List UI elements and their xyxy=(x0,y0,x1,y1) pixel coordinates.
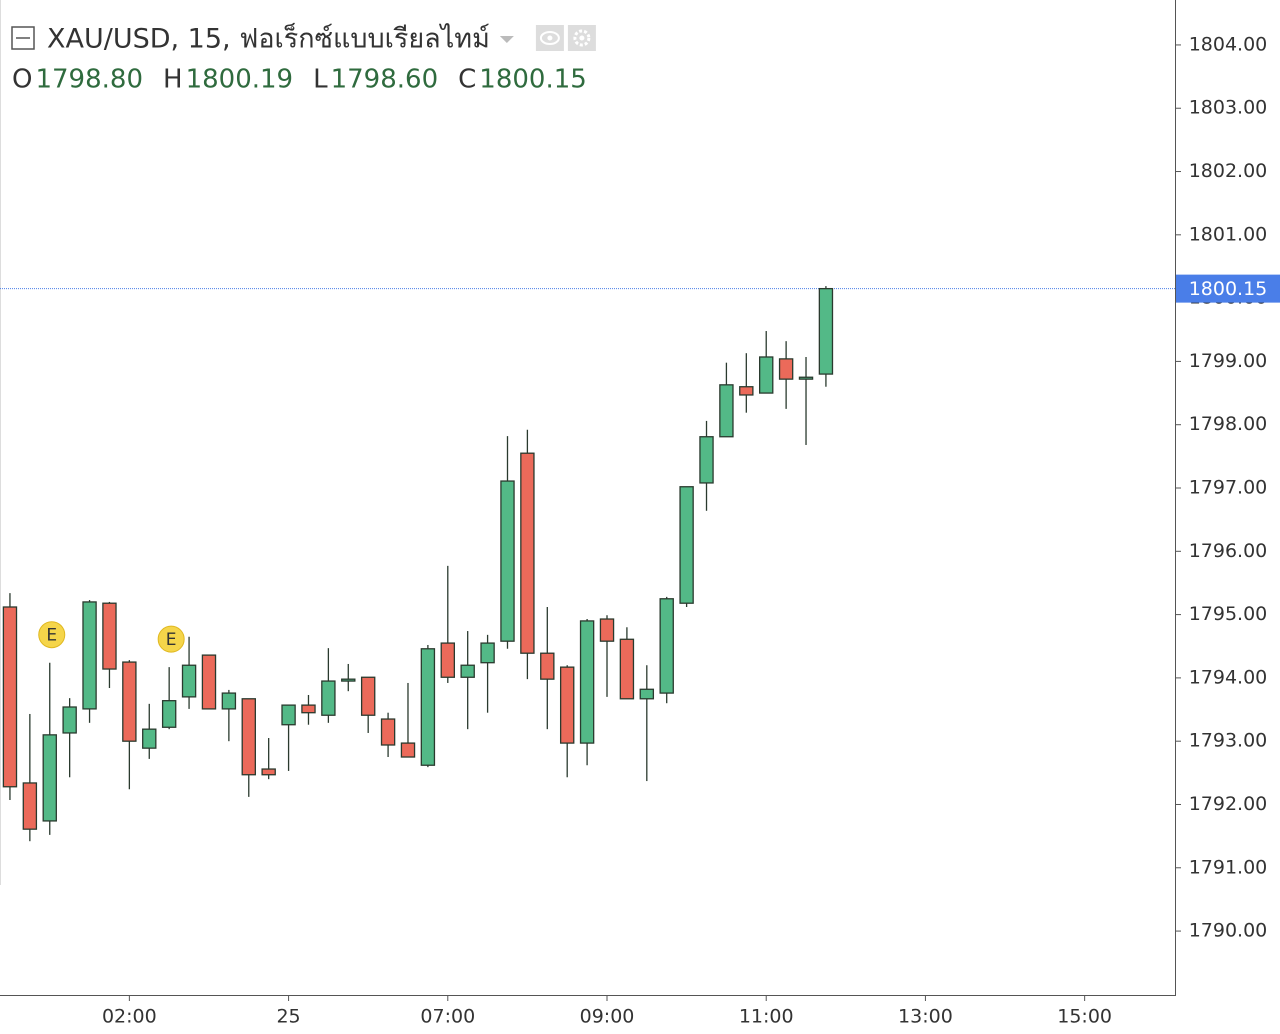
candle-body xyxy=(82,601,97,710)
candle-body xyxy=(102,602,117,670)
header-icons xyxy=(535,25,596,51)
y-tick-label: 1799.00 xyxy=(1189,350,1268,372)
x-tick-label: 15:00 xyxy=(1057,1006,1112,1028)
ohlc-key: O xyxy=(12,65,32,95)
candle-body xyxy=(440,642,456,678)
candle-body xyxy=(2,606,18,788)
candle-body xyxy=(480,642,495,664)
candle-body xyxy=(798,376,814,380)
gear-icon xyxy=(573,29,591,47)
candle-body xyxy=(719,384,734,438)
candle-body xyxy=(520,452,535,654)
candle-body xyxy=(22,782,38,830)
legend-header: XAU/USD, 15, ฟอเร็กซ์แบบเรียลไทม์ O 1798.… xyxy=(11,21,596,95)
x-tick-label: 25 xyxy=(276,1006,300,1028)
candle-body xyxy=(679,486,694,604)
x-tick-label: 07:00 xyxy=(420,1006,475,1028)
ohlc-value: 1798.60 xyxy=(331,65,439,95)
event-marker xyxy=(157,625,185,653)
candle-body xyxy=(599,618,615,642)
candle-body xyxy=(62,706,77,734)
candle-body xyxy=(341,678,356,682)
ohlc-key: L xyxy=(313,65,328,95)
candle-body xyxy=(181,664,197,698)
candle-body xyxy=(261,768,276,776)
last-price-label: 1800.15 xyxy=(1189,278,1268,300)
candle-body xyxy=(579,620,595,744)
collapse-toggle[interactable] xyxy=(11,26,35,50)
candle-body xyxy=(281,704,296,726)
candle-body xyxy=(619,638,635,700)
candle-body xyxy=(221,692,237,710)
candle-body xyxy=(739,386,754,396)
candle-body xyxy=(201,654,217,710)
candle-body xyxy=(122,661,137,742)
y-tick-label: 1792.00 xyxy=(1189,793,1268,815)
y-tick-label: 1790.00 xyxy=(1189,920,1268,942)
candle-body xyxy=(42,734,57,822)
x-tick-label: 13:00 xyxy=(898,1006,953,1028)
y-tick-label: 1801.00 xyxy=(1189,223,1268,245)
event-marker xyxy=(38,621,66,649)
x-tick-label: 02:00 xyxy=(102,1006,157,1028)
gear-center xyxy=(579,35,585,41)
ohlc-key: C xyxy=(458,65,476,95)
candle-body xyxy=(659,598,674,694)
last-price-box xyxy=(1176,274,1280,303)
candle-body xyxy=(460,664,475,678)
ohlc-value: 1798.80 xyxy=(35,65,143,95)
x-tick-label: 11:00 xyxy=(739,1006,794,1028)
candle-body xyxy=(360,676,376,716)
candle-body xyxy=(400,742,416,758)
candle-body xyxy=(301,704,316,714)
y-tick-label: 1798.00 xyxy=(1189,413,1268,435)
candle-body xyxy=(380,718,396,746)
y-tick-label: 1795.00 xyxy=(1189,603,1268,625)
y-tick-label: 1796.00 xyxy=(1189,540,1268,562)
y-tick-label: 1797.00 xyxy=(1189,477,1268,499)
x-tick-label: 09:00 xyxy=(580,1006,635,1028)
eye-icon xyxy=(539,31,560,45)
y-tick-label: 1803.00 xyxy=(1189,97,1268,119)
y-tick-label: 1793.00 xyxy=(1189,730,1268,752)
ohlc-value: 1800.19 xyxy=(186,65,294,95)
candle-body xyxy=(759,356,774,394)
candle-body xyxy=(142,728,157,749)
candle-body xyxy=(420,648,436,766)
candle-body xyxy=(500,480,515,642)
candle-body xyxy=(321,680,336,716)
candle-body xyxy=(559,666,575,744)
eye-pupil xyxy=(547,35,553,41)
candle-body xyxy=(818,287,834,375)
event-label: E xyxy=(46,626,57,646)
dropdown-caret[interactable] xyxy=(499,36,514,43)
candle-body xyxy=(699,436,714,484)
y-tick-label: 1794.00 xyxy=(1189,666,1268,688)
candle-body xyxy=(241,698,256,776)
ohlc-key: H xyxy=(163,65,183,95)
candle-body xyxy=(639,688,655,700)
y-tick-label: 1791.00 xyxy=(1189,856,1268,878)
candle-body xyxy=(161,700,177,728)
candle-body xyxy=(540,652,555,680)
event-label: E xyxy=(166,630,177,650)
y-tick-label: 1804.00 xyxy=(1189,33,1268,55)
chart-title: XAU/USD, 15, ฟอเร็กซ์แบบเรียลไทม์ xyxy=(47,21,490,55)
candle-body xyxy=(778,358,794,380)
ohlc-value: 1800.15 xyxy=(479,65,587,95)
y-tick-label: 1802.00 xyxy=(1189,160,1268,182)
